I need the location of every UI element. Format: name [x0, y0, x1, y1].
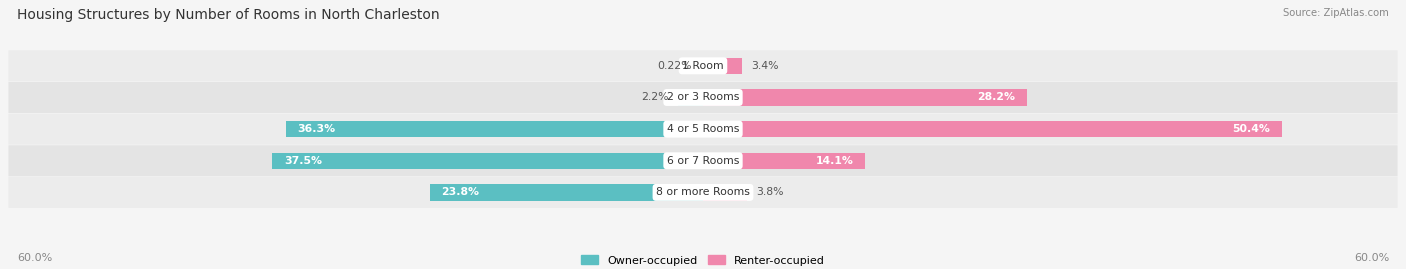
Bar — [703, 121, 1282, 137]
Text: 3.4%: 3.4% — [751, 61, 779, 71]
FancyBboxPatch shape — [8, 50, 1398, 81]
Bar — [273, 153, 703, 169]
Legend: Owner-occupied, Renter-occupied: Owner-occupied, Renter-occupied — [581, 255, 825, 266]
Text: 50.4%: 50.4% — [1232, 124, 1270, 134]
FancyBboxPatch shape — [8, 82, 1398, 113]
Bar — [700, 58, 703, 74]
Text: 0.22%: 0.22% — [657, 61, 692, 71]
Text: Housing Structures by Number of Rooms in North Charleston: Housing Structures by Number of Rooms in… — [17, 8, 440, 22]
Bar — [430, 184, 703, 201]
Text: 8 or more Rooms: 8 or more Rooms — [657, 187, 749, 197]
FancyBboxPatch shape — [8, 177, 1398, 208]
Text: 2.2%: 2.2% — [641, 93, 669, 102]
Text: 28.2%: 28.2% — [977, 93, 1015, 102]
Text: 14.1%: 14.1% — [815, 156, 853, 166]
Text: 4 or 5 Rooms: 4 or 5 Rooms — [666, 124, 740, 134]
Bar — [703, 184, 747, 201]
Text: 1 Room: 1 Room — [682, 61, 724, 71]
Text: 60.0%: 60.0% — [1354, 253, 1389, 263]
Text: 37.5%: 37.5% — [284, 156, 322, 166]
Text: 36.3%: 36.3% — [298, 124, 336, 134]
Bar — [703, 58, 742, 74]
FancyBboxPatch shape — [8, 114, 1398, 145]
Text: 2 or 3 Rooms: 2 or 3 Rooms — [666, 93, 740, 102]
Bar — [678, 89, 703, 106]
Text: 3.8%: 3.8% — [756, 187, 783, 197]
FancyBboxPatch shape — [8, 145, 1398, 176]
Bar — [287, 121, 703, 137]
Text: 23.8%: 23.8% — [441, 187, 479, 197]
Text: 60.0%: 60.0% — [17, 253, 52, 263]
Bar — [703, 153, 865, 169]
Text: 6 or 7 Rooms: 6 or 7 Rooms — [666, 156, 740, 166]
Bar — [703, 89, 1026, 106]
Text: Source: ZipAtlas.com: Source: ZipAtlas.com — [1284, 8, 1389, 18]
